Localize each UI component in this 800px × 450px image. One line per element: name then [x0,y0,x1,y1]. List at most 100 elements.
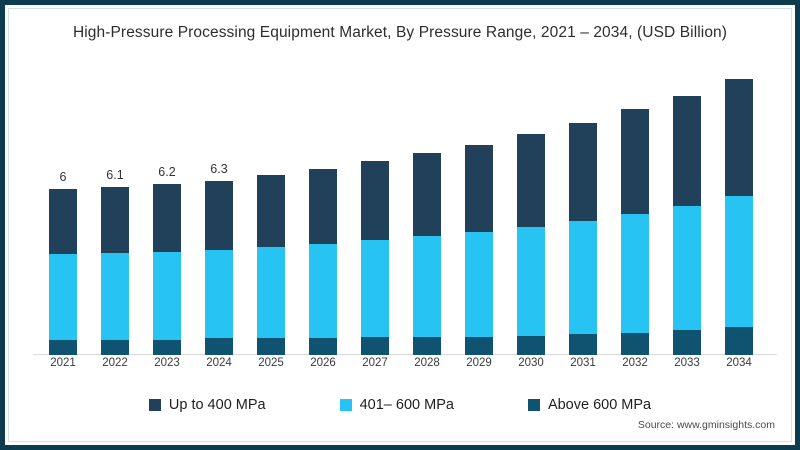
bar-value-label: 6.2 [158,165,176,179]
legend-item-label: Above 600 MPa [547,397,652,413]
bar-segment-above-600-mpa[interactable] [257,338,285,355]
stacked-bar[interactable] [153,184,181,355]
x-tick-label: 2030 [518,357,544,369]
bar-segment-up-to-400-mpa[interactable] [517,134,545,227]
bar-group[interactable] [89,65,141,355]
bar-segment-401-600-mpa[interactable] [413,236,441,337]
bar-segment-up-to-400-mpa[interactable] [621,109,649,214]
bar-segment-above-600-mpa[interactable] [205,338,233,355]
x-tick-label: 2025 [258,357,284,369]
x-tick-label: 2029 [466,357,492,369]
bar-segment-above-600-mpa[interactable] [361,337,389,355]
bar-segment-401-600-mpa[interactable] [309,244,337,338]
bar-segment-401-600-mpa[interactable] [569,221,597,334]
stacked-bar[interactable] [101,187,129,355]
bar-group[interactable] [609,65,661,355]
bar-group[interactable] [557,65,609,355]
bar-segment-401-600-mpa[interactable] [361,240,389,337]
bar-group[interactable] [661,65,713,355]
plot-area: 6 6.1 6.2 6.3 [33,65,777,355]
stacked-bar[interactable] [621,109,649,355]
bar-segment-401-600-mpa[interactable] [205,250,233,338]
bar-group[interactable] [505,65,557,355]
bar-segment-up-to-400-mpa[interactable] [569,123,597,221]
bar-segment-up-to-400-mpa[interactable] [361,161,389,240]
bar-segment-up-to-400-mpa[interactable] [309,169,337,244]
bar-segment-up-to-400-mpa[interactable] [205,181,233,250]
bar-segment-401-600-mpa[interactable] [725,196,753,327]
bar-segment-above-600-mpa[interactable] [413,337,441,355]
bar-segment-up-to-400-mpa[interactable] [101,187,129,253]
bar-segment-401-600-mpa[interactable] [257,247,285,338]
bar-value-label: 6 [59,170,67,184]
stacked-bar[interactable] [309,169,337,355]
square-swatch-icon [339,399,352,411]
bar-segment-above-600-mpa[interactable] [49,340,77,355]
bar-segment-above-600-mpa[interactable] [725,327,753,355]
bar-value-label: 6.3 [210,162,228,176]
bar-segment-401-600-mpa[interactable] [621,214,649,333]
bar-segment-above-600-mpa[interactable] [101,340,129,355]
bar-segment-up-to-400-mpa[interactable] [725,79,753,196]
bar-segment-up-to-400-mpa[interactable] [465,145,493,232]
bar-segment-above-600-mpa[interactable] [309,338,337,355]
x-tick-label: 2022 [102,357,128,369]
bar-segment-401-600-mpa[interactable] [101,253,129,340]
bar-segment-above-600-mpa[interactable] [569,334,597,355]
stacked-bar[interactable] [725,79,753,355]
legend-item-1[interactable]: Up to 400 MPa [148,397,266,413]
bar-segment-up-to-400-mpa[interactable] [49,189,77,254]
x-tick-label: 2021 [50,357,76,369]
bar-segment-above-600-mpa[interactable] [153,340,181,355]
stacked-bar[interactable] [413,153,441,355]
x-tick-label: 2024 [206,357,232,369]
bar-segment-401-600-mpa[interactable] [517,227,545,336]
x-tick-label: 2023 [154,357,180,369]
stacked-bar[interactable] [569,123,597,355]
bar-segment-401-600-mpa[interactable] [153,252,181,340]
stacked-bar[interactable] [517,134,545,355]
bar-group[interactable] [713,65,765,355]
x-axis-tick-labels: 2021 2022 2023 2024 2025 2026 2027 2028 2029 2030… [33,357,777,377]
bar-segment-up-to-400-mpa[interactable] [673,96,701,206]
bar-segment-up-to-400-mpa[interactable] [413,153,441,236]
stacked-bar[interactable] [205,181,233,355]
legend-item-label: 401– 600 MPa [359,397,454,413]
bar-segment-above-600-mpa[interactable] [673,330,701,355]
bar-group[interactable] [401,65,453,355]
bar-group[interactable] [297,65,349,355]
bar-segment-401-600-mpa[interactable] [673,206,701,330]
bar-segment-up-to-400-mpa[interactable] [257,175,285,247]
bar-segment-up-to-400-mpa[interactable] [153,184,181,252]
bar-group[interactable] [37,65,89,355]
source-attribution: Source: www.gminsights.com [637,419,775,431]
legend-item-3[interactable]: Above 600 MPa [527,397,652,413]
bar-segment-401-600-mpa[interactable] [465,232,493,337]
bar-group[interactable] [245,65,297,355]
stacked-bar[interactable] [49,189,77,355]
bar-group[interactable] [349,65,401,355]
stacked-bar[interactable] [257,175,285,355]
bar-segment-above-600-mpa[interactable] [465,337,493,355]
bar-group[interactable] [141,65,193,355]
stacked-bar[interactable] [465,145,493,355]
bar-group[interactable] [193,65,245,355]
x-tick-label: 2026 [310,357,336,369]
x-tick-label: 2031 [570,357,596,369]
page-title: High-Pressure Processing Equipment Marke… [72,24,728,41]
square-swatch-icon [148,399,161,411]
stacked-bar[interactable] [673,96,701,355]
legend-item-2[interactable]: 401– 600 MPa [339,397,454,413]
x-tick-label: 2033 [674,357,700,369]
stacked-bar[interactable] [361,161,389,355]
chart-legend: Up to 400 MPa 401– 600 MPa Above 600 MPa [5,397,795,413]
x-tick-label: 2028 [414,357,440,369]
x-tick-label: 2027 [362,357,388,369]
x-tick-label: 2034 [726,357,752,369]
bar-group[interactable] [453,65,505,355]
bar-segment-401-600-mpa[interactable] [49,254,77,340]
bar-value-label: 6.1 [106,168,124,182]
bar-segment-above-600-mpa[interactable] [517,336,545,355]
bar-segment-above-600-mpa[interactable] [621,333,649,355]
